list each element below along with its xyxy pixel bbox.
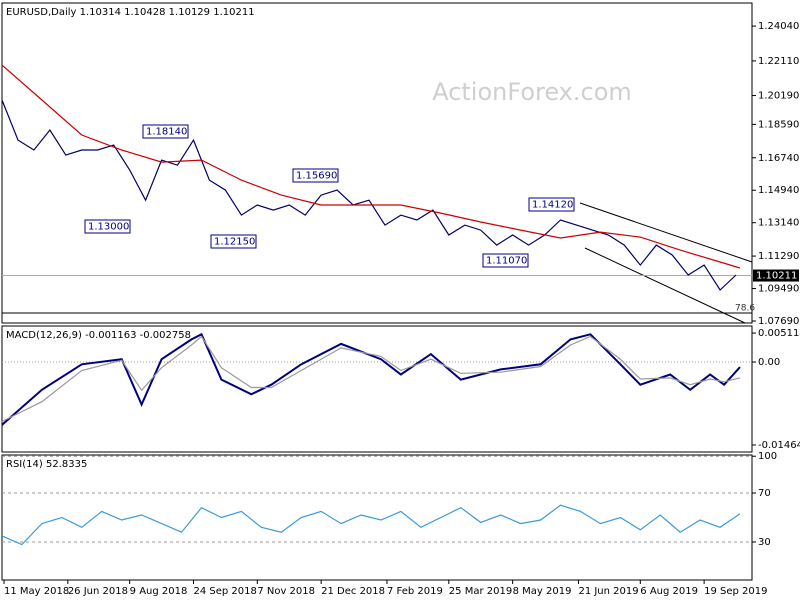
annotation: 1.11070	[486, 256, 527, 267]
x-tick-label: 9 Aug 2018	[130, 586, 188, 597]
pane-frame	[1, 325, 753, 453]
annotation-box	[142, 124, 189, 139]
x-tick-label: 21 Jun 2019	[578, 586, 638, 597]
series-line	[1, 332, 741, 426]
pane-title: MACD(12,26,9) -0.001163 -0.002758	[6, 330, 191, 341]
y-tick-label: 1.18590	[758, 119, 799, 130]
y-tick-label: 70	[758, 488, 771, 499]
y-tick-label: 0.00	[758, 357, 780, 368]
y-tick-label: 1.11290	[758, 251, 799, 262]
y-tick-label: 1.07690	[758, 316, 799, 327]
series-line	[1, 99, 737, 291]
x-tick-label: 24 Sep 2018	[193, 586, 256, 597]
annotation-box	[84, 219, 131, 234]
x-tick-label: 19 Sep 2019	[704, 586, 767, 597]
y-tick-label: 1.22110	[758, 56, 799, 67]
series-line	[1, 335, 741, 423]
annotation-box	[528, 197, 575, 212]
channel-lower	[584, 247, 746, 324]
y-tick-label: 30	[758, 537, 771, 548]
y-tick-label: 1.20190	[758, 91, 799, 102]
annotation: 1.15690	[296, 171, 337, 182]
watermark: ActionForex.com	[432, 78, 632, 106]
annotation: 1.18140	[146, 127, 187, 138]
annotation-box	[210, 234, 257, 249]
x-tick-label: 25 Mar 2019	[449, 586, 512, 597]
pane-title: RSI(14) 52.8335	[6, 459, 87, 470]
x-tick-label: 11 May 2018	[4, 586, 69, 597]
annotation-box	[482, 253, 529, 268]
y-tick-label: 0.005114	[758, 328, 800, 339]
y-tick-label: -0.014647	[758, 440, 800, 451]
pane-title: EURUSD,Daily 1.10314 1.10428 1.10129 1.1…	[6, 7, 255, 18]
y-tick-label: 1.14940	[758, 185, 799, 196]
x-tick-label: 7 Nov 2018	[257, 586, 315, 597]
y-tick-label: 100	[758, 451, 777, 462]
y-tick-label: 1.09490	[758, 284, 799, 295]
annotation: 1.12150	[214, 237, 255, 248]
x-tick-label: 26 Jun 2018	[68, 586, 128, 597]
x-tick-label: 7 Feb 2019	[387, 586, 443, 597]
current-price-box	[753, 269, 799, 282]
series-line	[1, 504, 741, 546]
annotation: 1.13000	[88, 222, 129, 233]
y-tick-label: 1.13140	[758, 218, 799, 229]
pane-frame	[1, 454, 753, 581]
x-tick-label: 6 Aug 2019	[640, 586, 698, 597]
current-price-label: 1.10211	[756, 271, 797, 282]
series-line	[1, 64, 741, 269]
annotation: 78.6	[735, 304, 755, 314]
x-tick-label: 21 Dec 2018	[321, 586, 385, 597]
y-tick-label: 1.16740	[758, 153, 799, 164]
pane-frame	[1, 2, 753, 324]
annotation-box	[292, 168, 339, 183]
annotation: 1.14120	[532, 200, 573, 211]
y-tick-label: 1.24040	[758, 21, 799, 32]
x-tick-label: 8 May 2019	[513, 586, 572, 597]
channel-upper	[579, 202, 753, 263]
